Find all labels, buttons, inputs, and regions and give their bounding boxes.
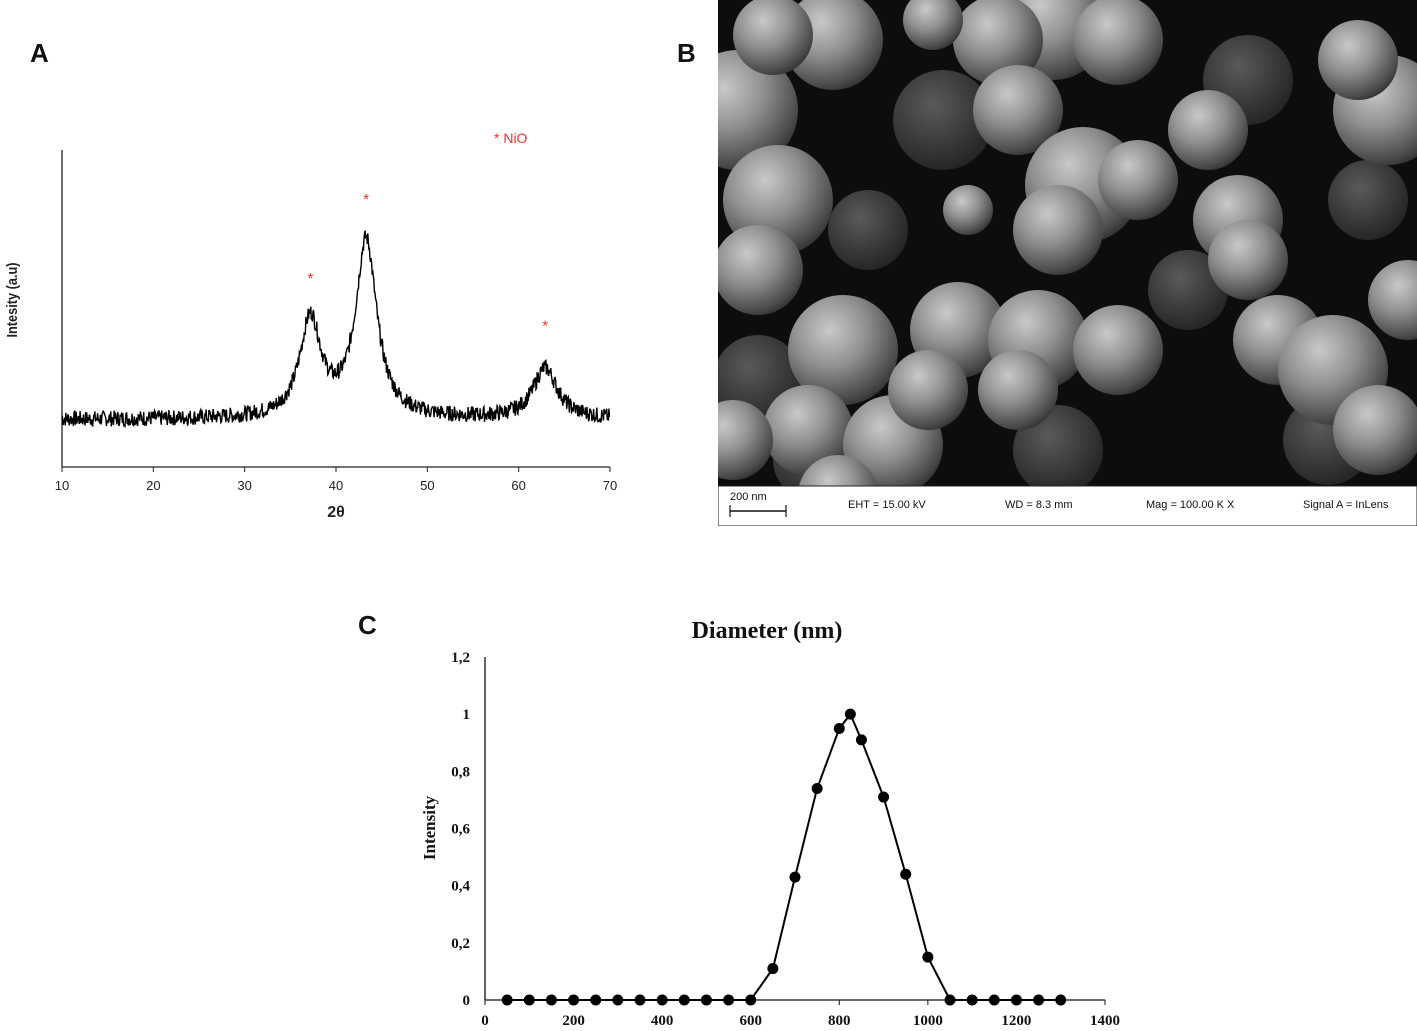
- data-point: [501, 994, 513, 1006]
- data-point: [678, 994, 690, 1006]
- data-point: [634, 994, 646, 1006]
- nio-peak-marker: *: [542, 318, 548, 335]
- panel-label-b: B: [677, 38, 696, 68]
- data-point: [1010, 994, 1022, 1006]
- x-tick-label: 1400: [1090, 1013, 1120, 1029]
- signal-readout: Signal A = InLens: [1303, 499, 1389, 511]
- data-point: [811, 782, 823, 794]
- chart-title: Diameter (nm): [692, 618, 843, 644]
- eht-readout: EHT = 15.00 kV: [848, 499, 926, 511]
- data-point: [966, 994, 978, 1006]
- xrd-pattern-line: [61, 230, 611, 429]
- legend-nio: * NiO: [494, 130, 528, 146]
- data-point: [523, 994, 535, 1006]
- x-tick-label: 600: [739, 1013, 762, 1029]
- y-tick-label: 0,2: [451, 936, 470, 952]
- data-point: [878, 791, 890, 803]
- y-tick-label: 0,4: [451, 879, 470, 895]
- y-tick-label: 1,2: [451, 650, 470, 666]
- y-tick-label: 0,8: [451, 764, 470, 780]
- data-point: [844, 708, 856, 720]
- mag-readout: Mag = 100.00 K X: [1146, 499, 1235, 511]
- nio-peak-marker: *: [363, 191, 369, 208]
- xrd-chart: 10 20 30 40 50 60 70 * * * * NiO 2θ Intesity (a.…: [3, 130, 617, 521]
- scale-bar-label: 200 nm: [730, 491, 767, 503]
- data-point: [944, 994, 956, 1006]
- sem-image: 200 nm EHT = 15.00 kV WD = 8.3 mm Mag = …: [678, 0, 1417, 535]
- x-tick-label: 20: [146, 478, 160, 493]
- data-point: [745, 994, 757, 1006]
- data-point: [833, 722, 845, 734]
- data-point: [988, 994, 1000, 1006]
- x-tick-label: 40: [329, 478, 343, 493]
- data-point: [900, 868, 912, 880]
- data-point: [1033, 994, 1045, 1006]
- data-point: [1055, 994, 1067, 1006]
- panel-label-c: C: [358, 610, 377, 640]
- wd-readout: WD = 8.3 mm: [1005, 499, 1073, 511]
- x-tick-label: 10: [55, 478, 69, 493]
- sem-micrograph: 200 nm EHT = 15.00 kV WD = 8.3 mm Mag = …: [678, 0, 1417, 535]
- data-point: [789, 871, 801, 883]
- x-tick-label: 70: [603, 478, 617, 493]
- x-tick-label: 30: [237, 478, 251, 493]
- y-axis-label: Intesity (a.u): [3, 262, 20, 337]
- data-point: [612, 994, 624, 1006]
- y-axis-label: Intensity: [420, 795, 439, 860]
- x-tick-label: 200: [562, 1013, 585, 1029]
- data-point: [545, 994, 557, 1006]
- x-tick-label: 50: [420, 478, 434, 493]
- data-point: [767, 963, 779, 975]
- y-tick-label: 1: [463, 707, 471, 723]
- nio-peak-marker: *: [308, 270, 314, 287]
- data-point: [656, 994, 668, 1006]
- distribution-line: [507, 712, 1061, 1001]
- x-tick-label: 1000: [913, 1013, 943, 1029]
- panel-label-a: A: [30, 38, 49, 68]
- size-distribution-chart: Diameter (nm) Intensity 0 200 400 600 800 100…: [420, 618, 1120, 1029]
- data-point: [922, 951, 934, 963]
- data-point: [700, 994, 712, 1006]
- x-tick-label: 1200: [1001, 1013, 1031, 1029]
- data-point: [568, 994, 580, 1006]
- x-tick-label: 60: [511, 478, 525, 493]
- x-tick-label: 800: [828, 1013, 851, 1029]
- data-point: [590, 994, 602, 1006]
- x-tick-label: 400: [651, 1013, 674, 1029]
- data-point: [723, 994, 735, 1006]
- y-tick-label: 0: [463, 993, 471, 1009]
- data-point: [855, 734, 867, 746]
- x-tick-label: 0: [481, 1013, 489, 1029]
- y-tick-label: 0,6: [451, 822, 470, 838]
- x-axis-label: 2θ: [327, 504, 345, 521]
